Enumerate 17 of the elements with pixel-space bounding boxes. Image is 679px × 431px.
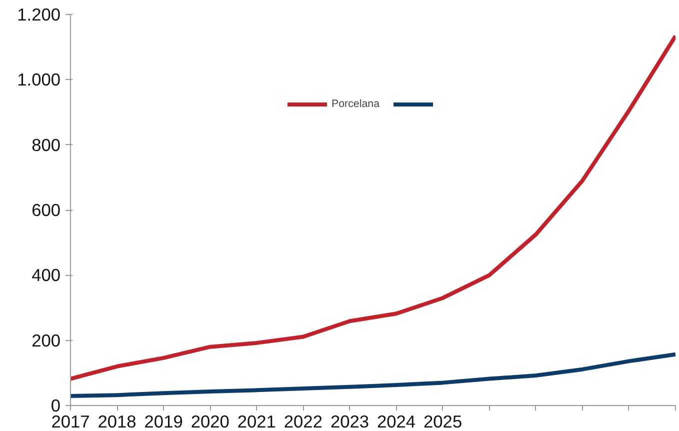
legend-label: Porcelana — [332, 98, 380, 110]
x-tick-label: 2023 — [330, 412, 370, 431]
x-tick-label: 2024 — [376, 412, 416, 431]
x-tick-label: 2025 — [424, 412, 462, 431]
x-tick-label: 2019 — [144, 412, 183, 431]
y-tick-label: 1.200 — [17, 4, 61, 24]
line-series — [70, 34, 676, 381]
x-tick-label: 2018 — [98, 412, 136, 431]
y-tick-label: 200 — [32, 330, 61, 350]
x-tick-label: 2022 — [284, 412, 322, 431]
x-tick-label: 2020 — [190, 412, 230, 431]
x-tick-label: 2021 — [237, 412, 276, 431]
y-tick-label: 400 — [32, 265, 61, 286]
line-series — [70, 352, 676, 398]
y-tick-label: 1.000 — [17, 70, 61, 90]
y-tick-label: 800 — [32, 134, 61, 155]
y-tick-label: 600 — [32, 200, 61, 220]
